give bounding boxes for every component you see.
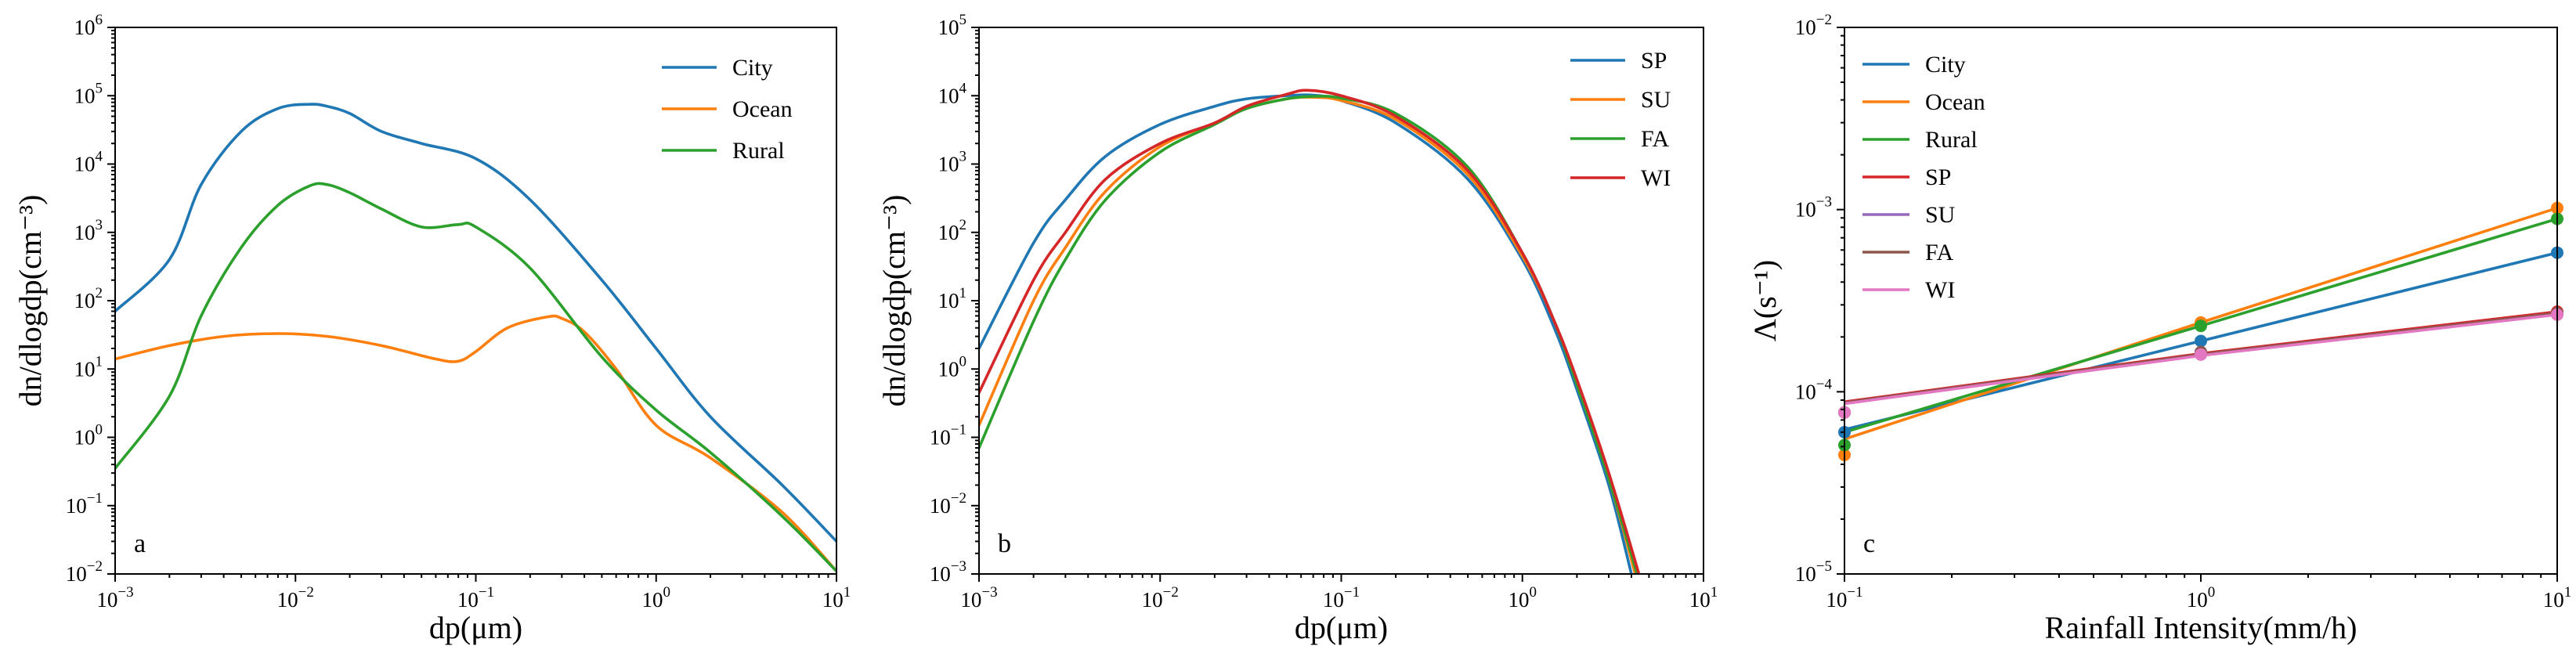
y-tick-label: 104 [938,80,967,107]
series-line-rural [115,182,836,573]
x-tick-label: 10−1 [1826,584,1862,612]
legend-label-sp: SP [1641,48,1667,74]
y-tick-label: 104 [74,149,103,176]
legend: City Ocean Rural [662,55,793,164]
legend-label-wi: WI [1925,277,1955,303]
panel-letter: a [134,529,146,558]
y-tick-label: 10−3 [930,558,966,586]
x-tick-label: 10−3 [96,584,133,612]
legend-label-ocean: Ocean [732,96,793,122]
y-tick-label: 102 [938,217,967,244]
x-tick-label: 10−2 [277,584,314,612]
series-group [979,88,1641,574]
legend-label-wi: WI [1641,165,1671,191]
legend-label-rural: Rural [1925,127,1978,153]
series-line-sp [979,93,1633,574]
legend-label-fa: FA [1925,240,1953,265]
chart-panel-b: 10−3 10−2 10−1 100 101 10−3 10−2 10−1 100 101 102 1… [876,12,1718,645]
x-tick-label: 100 [642,584,671,612]
legend-label-fa: FA [1641,126,1669,152]
x-tick-label: 10−2 [1142,584,1179,612]
plot-frame [978,27,1704,575]
x-tick-label: 10−1 [1323,584,1360,612]
series-line-ocean [115,314,836,573]
plot-frame [114,27,837,575]
y-tick-label: 10−5 [1795,558,1832,586]
panel-letter: c [1863,529,1875,558]
x-axis-title: dp(μm) [429,610,522,645]
legend-label-su: SU [1641,87,1671,113]
series-group [115,103,836,573]
y-tick-label: 106 [74,12,103,39]
y-axis-title: Λ(s⁻¹) [1747,260,1783,341]
legend: City Ocean Rural SP SU FA WI [1862,52,1985,303]
y-tick-label: 10−1 [66,490,103,518]
y-tick-label: 103 [938,149,967,176]
y-tick-label: 10−2 [930,490,966,518]
y-tick-label: 10−1 [930,422,966,449]
data-point-wi [2195,348,2207,361]
series-line-fa [979,94,1639,574]
legend-label-rural: Rural [732,138,785,164]
x-tick-label: 10−3 [960,584,997,612]
panel-letter: b [998,529,1011,558]
x-tick-label: 100 [1508,584,1537,612]
y-axis-title: dn/dlogdp(cm⁻³) [13,195,48,407]
y-tick-label: 105 [74,80,103,107]
y-tick-label: 10−3 [1795,194,1832,222]
series-line-city [115,103,836,543]
data-point-rural [2195,319,2207,333]
y-tick-label: 10−2 [66,558,103,586]
x-tick-label: 101 [822,584,851,612]
legend-label-su: SU [1925,202,1956,228]
legend-label-city: City [732,55,773,81]
chart-panel-c: 10−1 100 101 10−5 10−4 10−3 10−2 Rainfall Inten… [1747,12,2571,645]
y-tick-label: 10−4 [1795,376,1833,403]
y-tick-label: 102 [74,285,103,312]
x-axis-title: dp(μm) [1295,610,1388,645]
y-tick-label: 101 [74,353,103,381]
y-tick-label: 105 [938,12,967,39]
x-tick-label: 10−1 [457,584,494,612]
legend-label-city: City [1925,52,1966,78]
x-tick-label: 101 [1689,584,1718,612]
legend-label-sp: SP [1925,164,1951,190]
y-tick-label: 101 [938,285,967,312]
series-line-wi [979,88,1641,574]
x-axis-title: Rainfall Intensity(mm/h) [2045,610,2357,645]
x-tick-label: 100 [2187,584,2216,612]
chart-panel-a: 10−3 10−2 10−1 100 10110−210−110010110210310… [13,12,851,645]
legend: SP SU FA WI [1570,48,1671,191]
x-tick-label: 101 [2543,584,2572,612]
y-tick-label: 10−2 [1795,12,1832,39]
y-tick-label: 100 [74,422,103,449]
series-line-su [979,96,1637,574]
y-tick-label: 100 [938,353,967,381]
y-tick-label: 103 [74,217,103,244]
data-point-city [2195,334,2207,348]
legend-label-ocean: Ocean [1925,89,1985,115]
y-axis-title: dn/dlogdp(cm⁻³) [876,195,912,407]
